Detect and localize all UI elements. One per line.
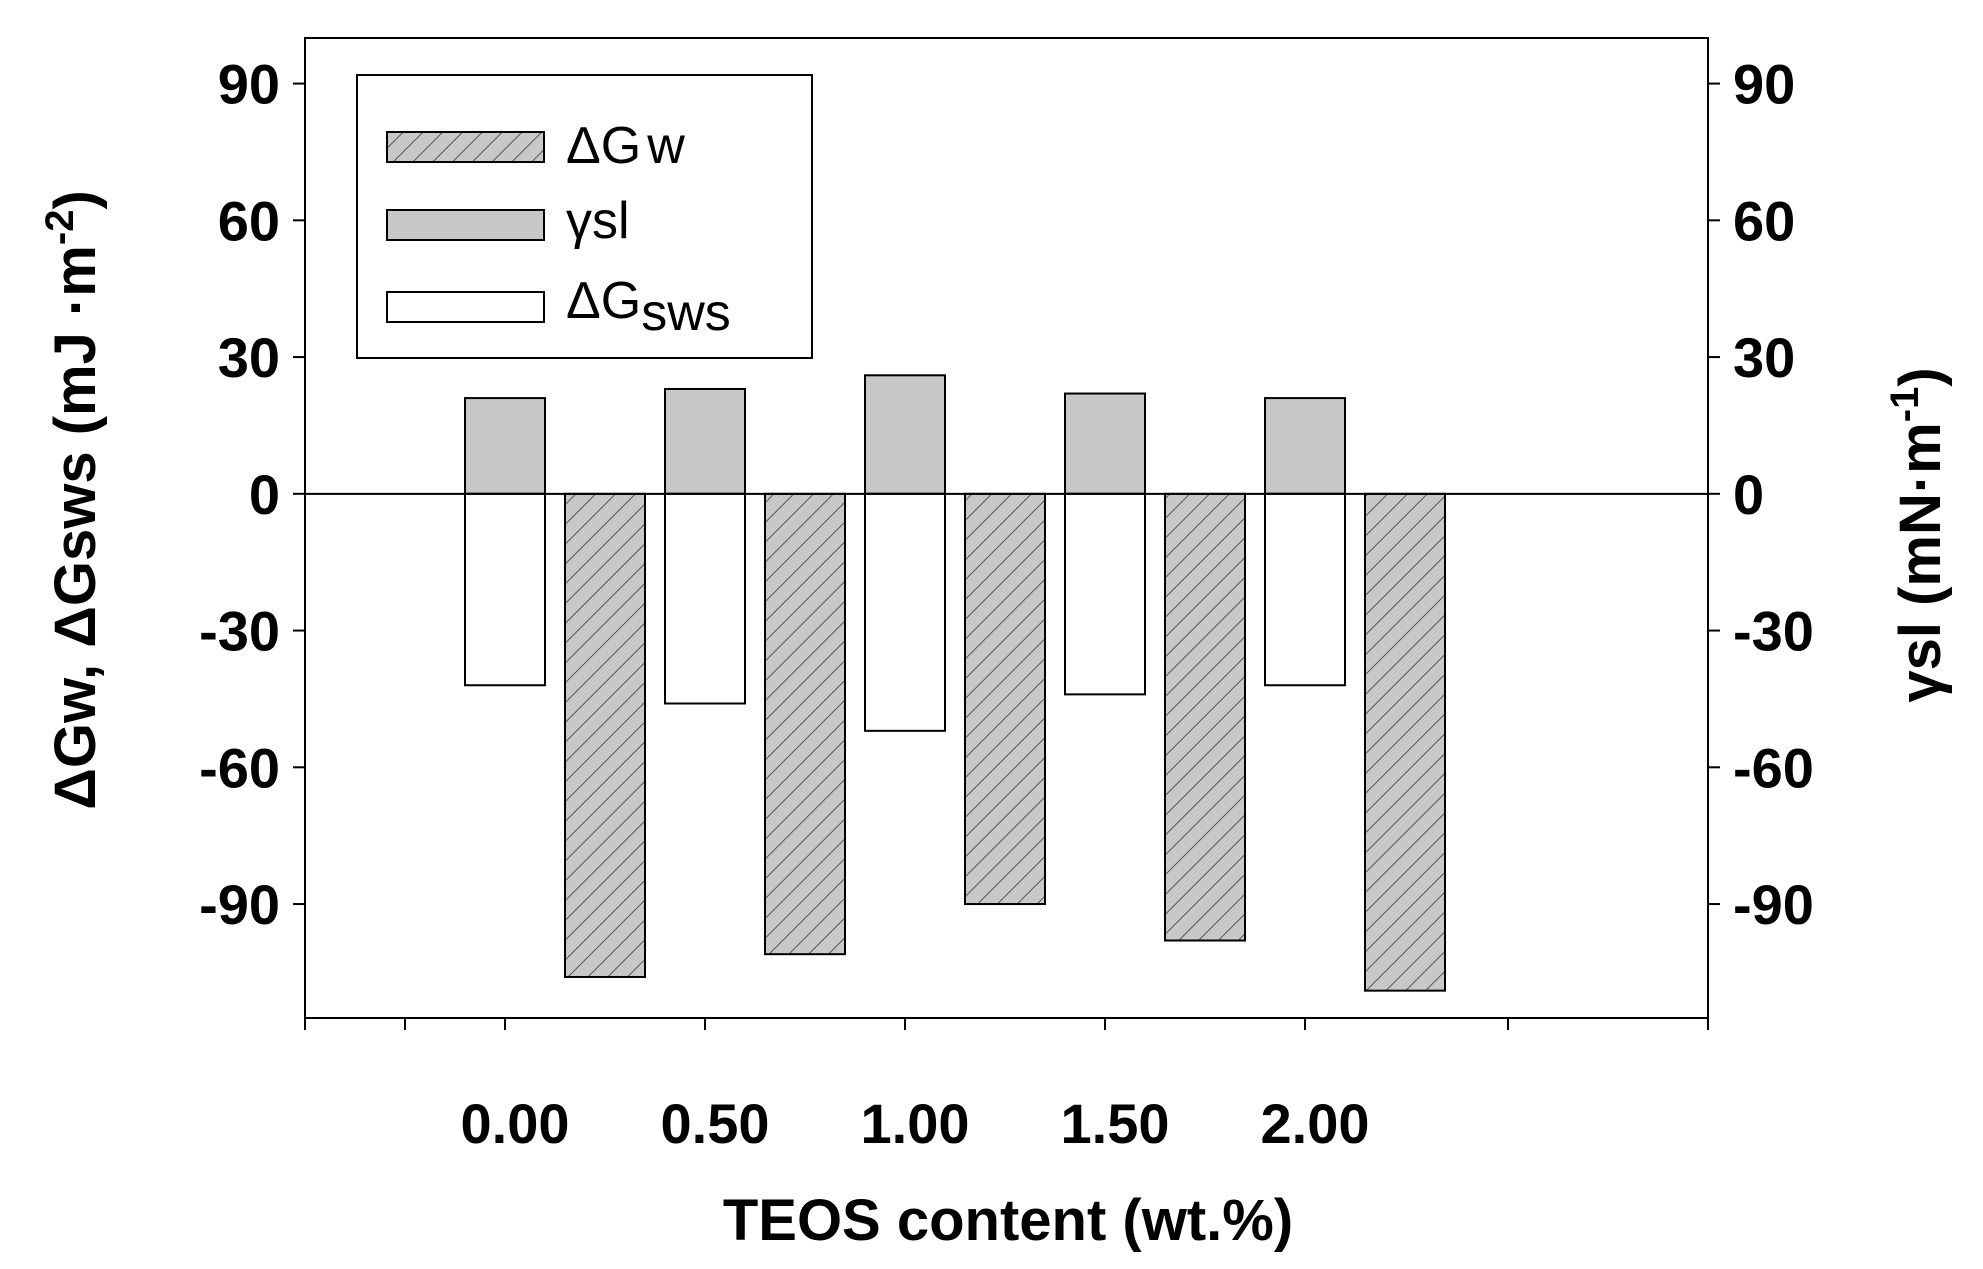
y-right-tick-label-2: -30 [1733, 600, 1814, 663]
legend-label-dgw: ΔG w [566, 117, 685, 175]
y-right-tick-label-6: 90 [1733, 53, 1795, 116]
y-left-tick-label-4: 30 [218, 326, 280, 389]
legend-swatch-gsl [386, 209, 545, 241]
bar-dgw-3 [1164, 492, 1246, 942]
y-right-tick-label-0: -90 [1733, 873, 1814, 936]
y-axis-right-title: γsl (mN·m-1) [1883, 367, 1953, 702]
y-left-tick-label-0: -90 [199, 873, 280, 936]
x-tick-label-1: 0.50 [661, 1092, 770, 1155]
x-tick-label-3: 1.50 [1061, 1092, 1170, 1155]
bar-gsl-2 [864, 374, 946, 495]
legend-swatch-dgsws [386, 291, 545, 323]
bars-group [464, 374, 1446, 992]
y-right-tick-label-1: -60 [1733, 736, 1814, 799]
x-tick-label-4: 2.00 [1261, 1092, 1370, 1155]
bar-dgw-1 [764, 492, 846, 956]
bar-dgsws-0 [464, 492, 546, 687]
y-left-tick-label-3: 0 [249, 463, 280, 526]
y-left-tick-label-2: -30 [199, 600, 280, 663]
x-axis-title: TEOS content (wt.%) [723, 1188, 1293, 1253]
bar-dgsws-2 [864, 492, 946, 732]
y-left-tick-label-5: 60 [218, 189, 280, 252]
bar-dgw-0 [564, 492, 646, 978]
legend: ΔG w γsl ΔGsws [356, 74, 813, 359]
x-tick-label-0: 0.00 [461, 1092, 570, 1155]
bar-dgsws-3 [1064, 492, 1146, 696]
legend-label-dgsws: ΔGsws [566, 272, 731, 342]
y-right-tick-label-5: 60 [1733, 189, 1795, 252]
bar-gsl-1 [664, 387, 746, 495]
bar-gsl-3 [1064, 392, 1146, 495]
y-left-tick-label-1: -60 [199, 736, 280, 799]
x-tick-label-2: 1.00 [861, 1092, 970, 1155]
bar-dgw-4 [1364, 492, 1446, 992]
bar-dgsws-1 [664, 492, 746, 705]
bar-dgw-2 [964, 492, 1046, 906]
y-right-tick-label-4: 30 [1733, 326, 1795, 389]
y-left-tick-label-6: 90 [218, 53, 280, 116]
axes-group: 0.00 0.50 1.00 1.50 2.00 -90 -90 -60 -60 -30 -30 0 0… [199, 53, 1814, 1155]
bar-gsl-4 [1264, 397, 1346, 495]
y-right-tick-label-3: 0 [1733, 463, 1764, 526]
legend-label-gsl: γsl [566, 192, 630, 250]
bar-dgsws-4 [1264, 492, 1346, 687]
y-axis-left-title: ΔGw, ΔGsws (mJ ·m-2) [38, 190, 108, 810]
bar-gsl-0 [464, 397, 546, 495]
legend-swatch-dgw [386, 131, 545, 163]
